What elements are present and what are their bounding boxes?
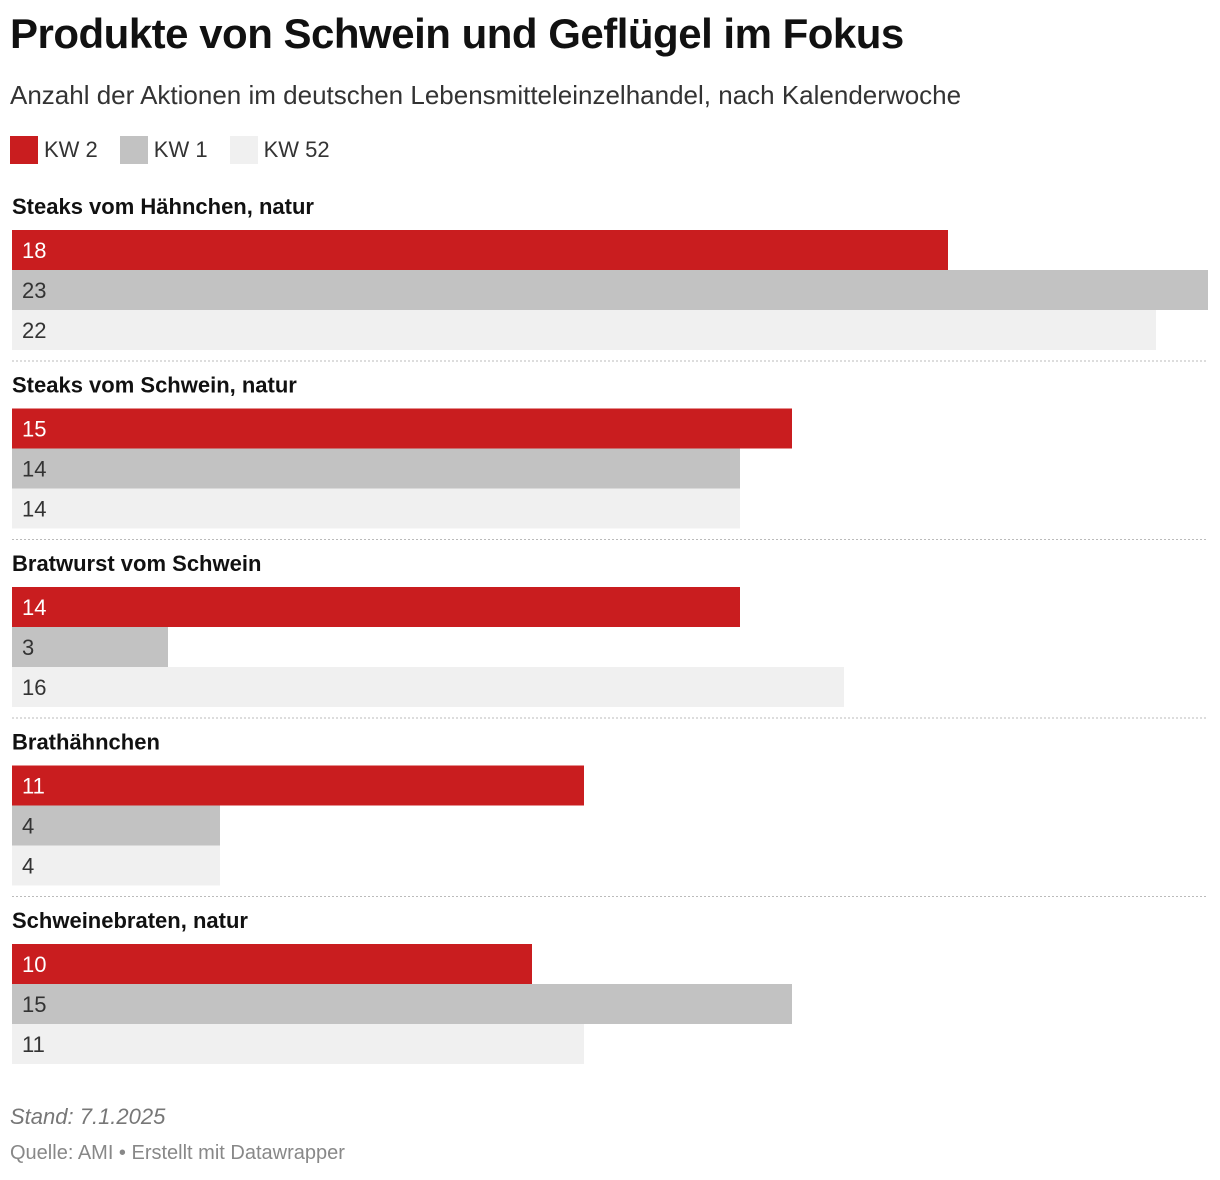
data-label-schweinebraten-natur-kw-2: 10 <box>22 952 46 977</box>
bar-bratwurst-vom-schwein-kw-52 <box>12 667 844 707</box>
data-label-steaks-vom-hähnchen-natur-kw-2: 18 <box>22 238 46 263</box>
chart-subtitle: Anzahl der Aktionen im deutschen Lebensm… <box>10 80 962 110</box>
data-label-steaks-vom-hähnchen-natur-kw-1: 23 <box>22 278 46 303</box>
category-label-schweinebraten-natur: Schweinebraten, natur <box>12 908 248 933</box>
bar-steaks-vom-schwein-natur-kw-2 <box>12 408 792 449</box>
bar-chart: Steaks vom Hähnchen, natur 18 23 22 Steaks v… <box>12 194 1208 1064</box>
category-label-steaks-vom-schwein-natur: Steaks vom Schwein, natur <box>12 373 297 398</box>
legend-swatch-kw2 <box>10 136 38 164</box>
bar-brathähnchen-kw-1 <box>12 805 220 846</box>
category-label-steaks-vom-hähnchen-natur: Steaks vom Hähnchen, natur <box>12 194 314 219</box>
data-label-schweinebraten-natur-kw-1: 15 <box>22 992 46 1017</box>
bar-schweinebraten-natur-kw-52 <box>12 1024 584 1064</box>
bar-steaks-vom-hähnchen-natur-kw-52 <box>12 310 1156 350</box>
data-label-bratwurst-vom-schwein-kw-1: 3 <box>22 635 34 660</box>
data-label-brathähnchen-kw-1: 4 <box>22 814 34 839</box>
legend: KW 2 KW 1 KW 52 <box>10 134 352 166</box>
data-label-steaks-vom-schwein-natur-kw-52: 14 <box>22 497 46 522</box>
legend-swatch-kw52 <box>229 136 258 164</box>
bar-schweinebraten-natur-kw-1 <box>12 984 792 1024</box>
legend-item-kw2: KW 2 <box>10 136 98 164</box>
data-label-schweinebraten-natur-kw-52: 11 <box>22 1032 45 1057</box>
data-label-steaks-vom-hähnchen-natur-kw-52: 22 <box>22 318 46 343</box>
bar-schweinebraten-natur-kw-2 <box>12 944 532 984</box>
data-label-bratwurst-vom-schwein-kw-2: 14 <box>22 595 46 620</box>
legend-item-kw1: KW 1 <box>119 136 208 164</box>
footer-source: Quelle: AMI • Erstellt mit Datawrapper <box>10 1142 345 1164</box>
bar-bratwurst-vom-schwein-kw-2 <box>12 587 740 627</box>
bar-steaks-vom-hähnchen-natur-kw-2 <box>12 230 948 270</box>
bar-steaks-vom-schwein-natur-kw-52 <box>12 488 740 529</box>
footer-date-note: Stand: 7.1.2025 <box>10 1104 166 1129</box>
legend-item-kw52: KW 52 <box>229 136 330 164</box>
legend-label-kw52: KW 52 <box>263 137 330 162</box>
data-label-steaks-vom-schwein-natur-kw-2: 15 <box>22 417 46 442</box>
category-label-brathähnchen: Brathähnchen <box>12 730 160 755</box>
bar-steaks-vom-schwein-natur-kw-1 <box>12 448 740 489</box>
bar-bratwurst-vom-schwein-kw-1 <box>12 627 168 667</box>
data-label-bratwurst-vom-schwein-kw-52: 16 <box>22 675 46 700</box>
data-label-brathähnchen-kw-52: 4 <box>22 854 34 879</box>
category-label-bratwurst-vom-schwein: Bratwurst vom Schwein <box>12 551 261 576</box>
legend-swatch-kw1 <box>119 136 148 164</box>
legend-label-kw2: KW 2 <box>44 137 98 162</box>
data-label-brathähnchen-kw-2: 11 <box>22 774 45 799</box>
chart-title: Produkte von Schwein und Geflügel im Fok… <box>10 10 904 57</box>
bar-brathähnchen-kw-2 <box>12 765 584 806</box>
legend-label-kw1: KW 1 <box>153 137 208 162</box>
bar-steaks-vom-hähnchen-natur-kw-1 <box>12 270 1208 310</box>
data-label-steaks-vom-schwein-natur-kw-1: 14 <box>22 457 46 482</box>
bar-brathähnchen-kw-52 <box>12 845 220 886</box>
